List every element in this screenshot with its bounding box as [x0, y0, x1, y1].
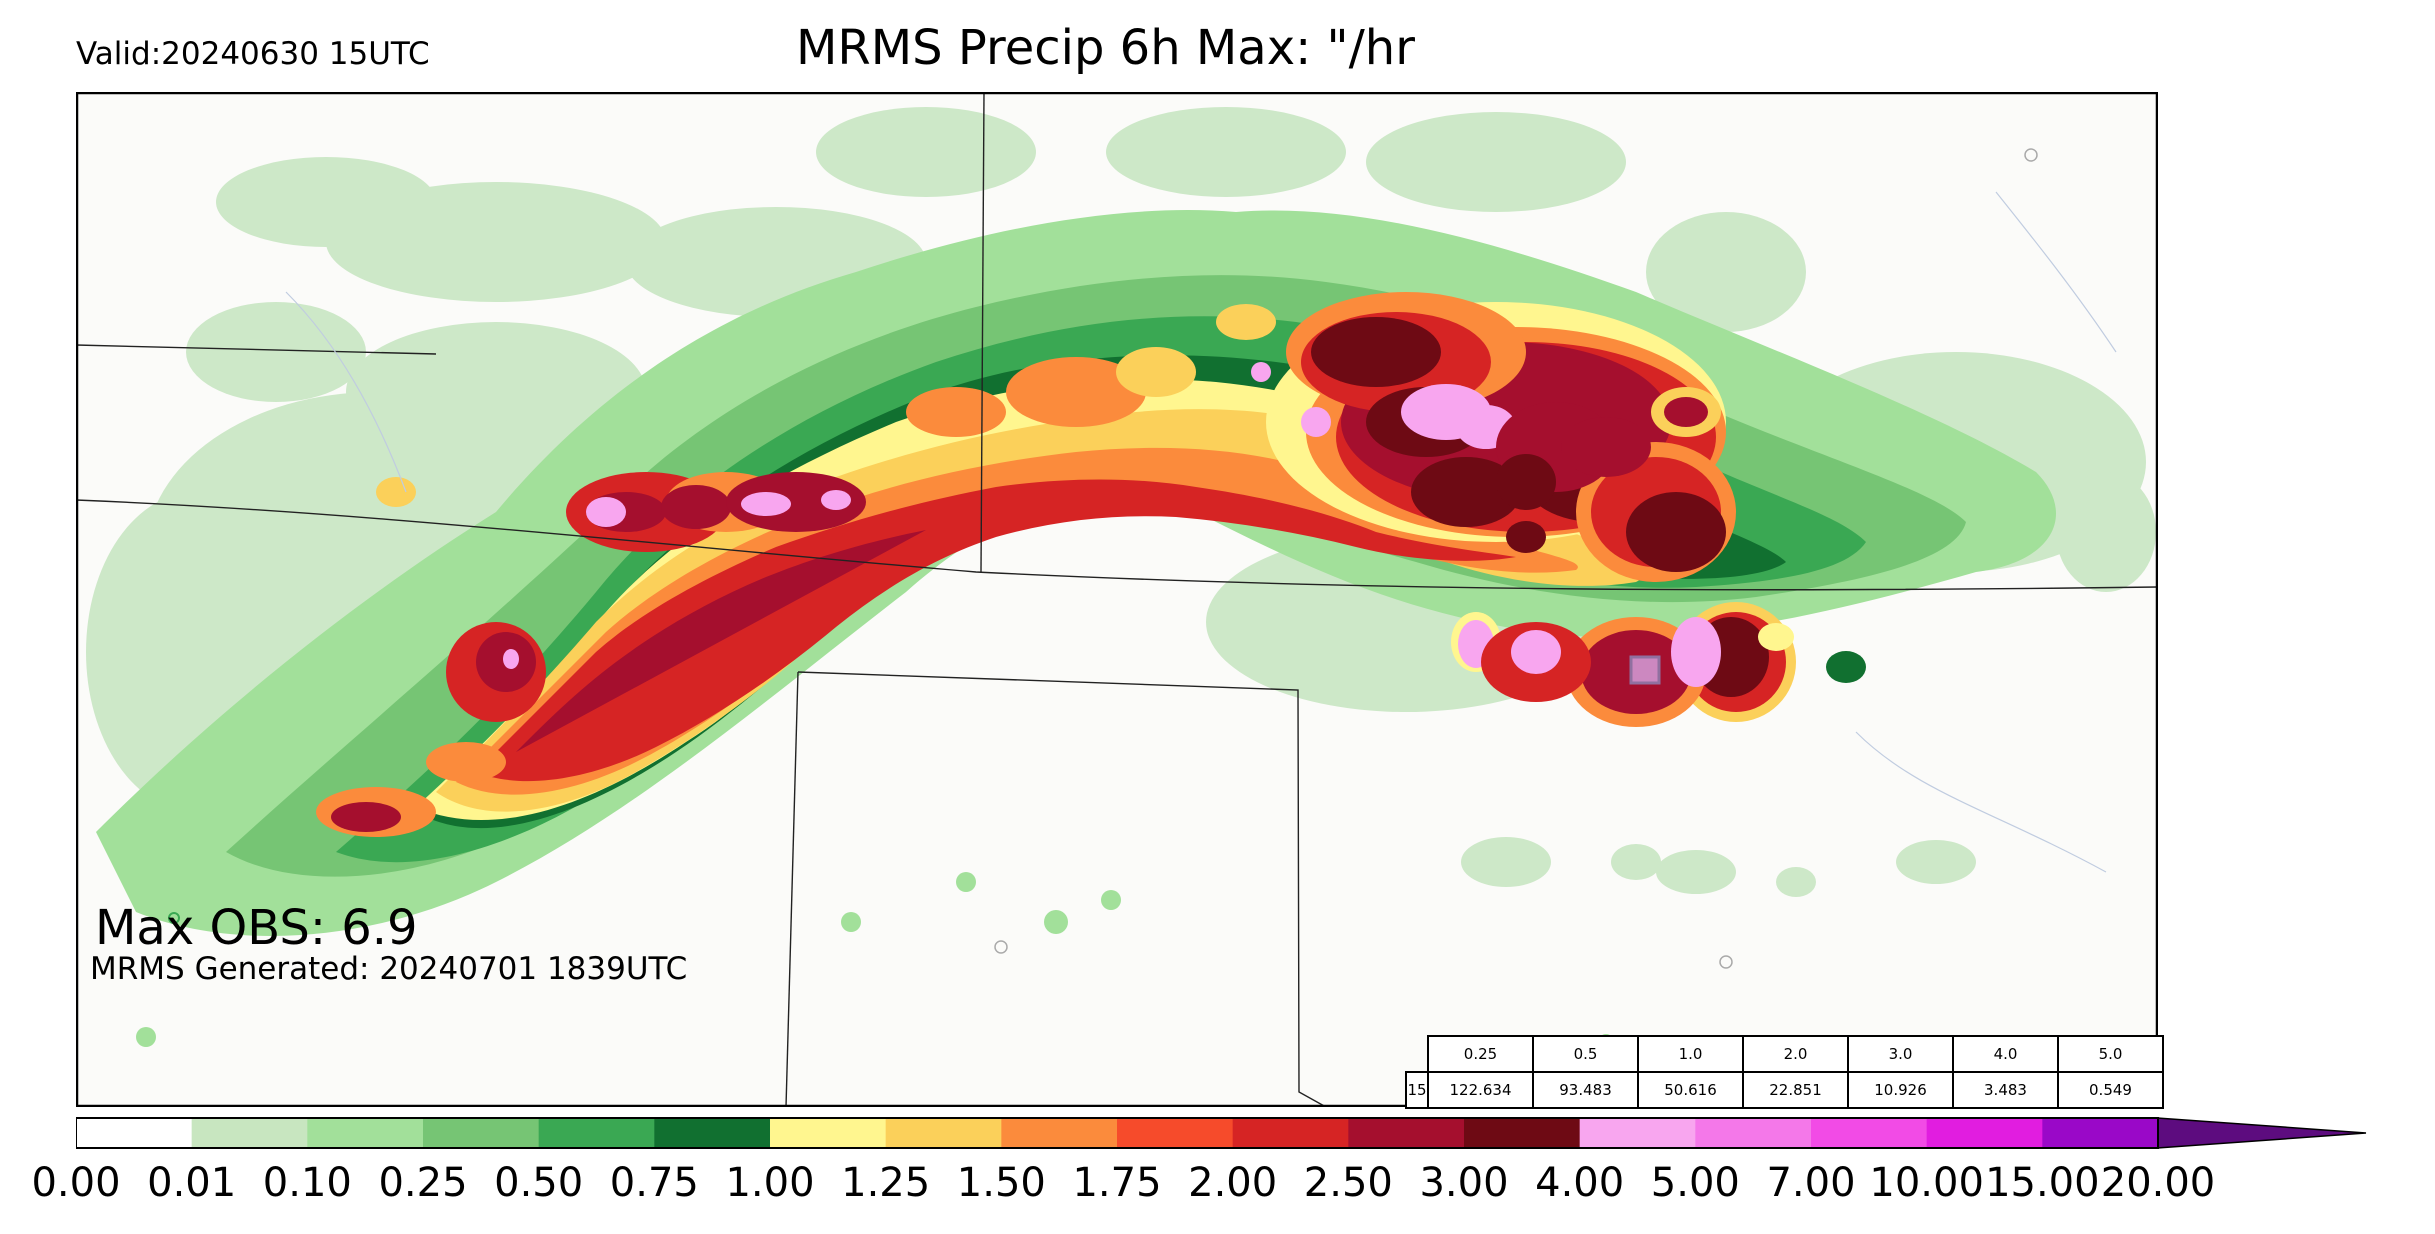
colorbar-tick-12: 3.00 [1419, 1160, 1509, 1206]
colorbar-segment-11 [1348, 1118, 1465, 1148]
colorbar-segment-8 [1001, 1118, 1118, 1148]
colorbar-segment-6 [770, 1118, 887, 1148]
colorbar-segment-7 [885, 1118, 1002, 1148]
max-obs-label: Max OBS: 6.9 [95, 900, 418, 956]
stats-table: 0.25 0.5 1.0 2.0 3.0 4.0 5.0 15 122.634 93.483 5… [1405, 1035, 2164, 1109]
stats-value-3: 22.851 [1742, 1071, 1849, 1109]
colorbar-segment-14 [1695, 1118, 1812, 1148]
colorbar-segment-15 [1811, 1118, 1928, 1148]
colorbar-segment-17 [2042, 1118, 2159, 1148]
eastern-core [1251, 292, 1796, 727]
stats-value-0: 122.634 [1427, 1071, 1534, 1109]
stats-value-6: 0.549 [2057, 1071, 2164, 1109]
colorbar-tick-4: 0.50 [494, 1160, 584, 1206]
stats-threshold-3: 2.0 [1742, 1035, 1849, 1073]
colorbar-tick-5: 0.75 [609, 1160, 699, 1206]
colorbar-segment-0 [76, 1118, 193, 1148]
colorbar-segment-13 [1579, 1118, 1696, 1148]
rivers [285, 191, 2117, 873]
stats-corner [1406, 1036, 1428, 1072]
colorbar-tick-14: 5.00 [1650, 1160, 1740, 1206]
stats-value-row: 15 122.634 93.483 50.616 22.851 10.926 3.483 0… [1405, 1071, 2164, 1109]
colorbar-tick-8: 1.50 [956, 1160, 1046, 1206]
colorbar-segment-9 [1117, 1118, 1234, 1148]
colorbar-segment-12 [1464, 1118, 1581, 1148]
stats-value-1: 93.483 [1532, 1071, 1639, 1109]
colorbar-frame [76, 1117, 2159, 1149]
colorbar-tick-17: 15.00 [1985, 1160, 2100, 1206]
stats-header-row: 0.25 0.5 1.0 2.0 3.0 4.0 5.0 [1406, 1035, 2164, 1073]
colorbar-tick-0: 0.00 [31, 1160, 121, 1206]
colorbar-segment-2 [307, 1118, 424, 1148]
colorbar-segment-3 [423, 1118, 540, 1148]
colorbar-tick-2: 0.10 [262, 1160, 352, 1206]
state-borders [76, 92, 2158, 1107]
colorbar-extend-arrow [2157, 1117, 2367, 1149]
valid-time-label: Valid:20240630 15UTC [76, 36, 430, 72]
colorbar [76, 1117, 2367, 1149]
colorbar-segment-16 [1926, 1118, 2043, 1148]
stats-threshold-2: 1.0 [1637, 1035, 1744, 1073]
colorbar-tick-18: 20.00 [2100, 1160, 2216, 1206]
map-title: MRMS Precip 6h Max: "/hr [796, 20, 1415, 76]
colorbar-tick-10: 2.00 [1188, 1160, 1278, 1206]
stats-row-label: 15 [1405, 1071, 1429, 1109]
stats-value-2: 50.616 [1637, 1071, 1744, 1109]
colorbar-tick-11: 2.50 [1303, 1160, 1393, 1206]
colorbar-tick-7: 1.25 [841, 1160, 931, 1206]
stats-threshold-0: 0.25 [1427, 1035, 1534, 1073]
colorbar-segment-10 [1232, 1118, 1349, 1148]
generated-label: MRMS Generated: 20240701 1839UTC [90, 951, 688, 987]
stats-threshold-6: 5.0 [2057, 1035, 2164, 1073]
colorbar-tick-6: 1.00 [725, 1160, 815, 1206]
precip-map [76, 92, 2158, 1107]
colorbar-tick-3: 0.25 [378, 1160, 468, 1206]
colorbar-segment-5 [654, 1118, 771, 1148]
stats-value-4: 10.926 [1847, 1071, 1954, 1109]
stats-value-5: 3.483 [1952, 1071, 2059, 1109]
western-cores [316, 304, 1866, 837]
stats-threshold-4: 3.0 [1847, 1035, 1954, 1073]
stats-threshold-5: 4.0 [1952, 1035, 2059, 1073]
colorbar-segment-1 [191, 1118, 308, 1148]
colorbar-tick-1: 0.01 [147, 1160, 237, 1206]
colorbar-tick-15: 7.00 [1766, 1160, 1856, 1206]
colorbar-tick-9: 1.75 [1072, 1160, 1162, 1206]
colorbar-tick-16: 10.00 [1869, 1160, 1984, 1206]
colorbar-tick-13: 4.00 [1535, 1160, 1625, 1206]
stats-threshold-1: 0.5 [1532, 1035, 1639, 1073]
colorbar-segment-4 [538, 1118, 655, 1148]
map-frame [76, 92, 2158, 1107]
